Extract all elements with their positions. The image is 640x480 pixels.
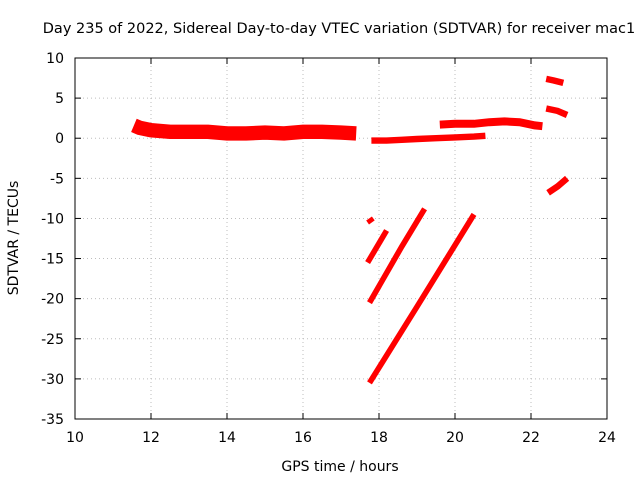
y-tick-label: -30 bbox=[41, 372, 64, 388]
x-tick-label: 14 bbox=[218, 430, 236, 446]
y-tick-label: -25 bbox=[41, 332, 64, 348]
series-segment-g bbox=[546, 175, 570, 196]
y-tick-label: -15 bbox=[41, 252, 64, 268]
series-segment-d bbox=[367, 212, 477, 385]
x-tick-label: 12 bbox=[142, 430, 160, 446]
x-axis-label: GPS time / hours bbox=[281, 459, 398, 475]
data-traces bbox=[131, 75, 570, 385]
series-segment-c bbox=[367, 207, 427, 305]
plot-frame bbox=[74, 57, 608, 420]
y-tick-label: 10 bbox=[46, 51, 64, 67]
axis-ticks: 10 12 14 16 18 20 22 24 10 5 0 -5 -10 -15 -20 -25 -30 -35 bbox=[41, 51, 616, 446]
series-segment-a bbox=[366, 216, 375, 225]
x-tick-label: 22 bbox=[522, 430, 540, 446]
y-axis-label: SDTVAR / TECUs bbox=[6, 181, 22, 296]
series-segment-b bbox=[365, 229, 390, 265]
grid-lines bbox=[75, 58, 607, 419]
series-main-trace-late bbox=[371, 132, 486, 144]
x-tick-label: 18 bbox=[370, 430, 388, 446]
x-tick-label: 10 bbox=[66, 430, 84, 446]
x-tick-label: 20 bbox=[446, 430, 464, 446]
series-main-trace-early bbox=[131, 118, 357, 141]
series-segment-f bbox=[545, 105, 569, 118]
series-segment-e bbox=[545, 75, 565, 87]
y-tick-label: 5 bbox=[55, 91, 64, 107]
x-tick-label: 16 bbox=[294, 430, 312, 446]
chart-title: Day 235 of 2022, Sidereal Day-to-day VTE… bbox=[43, 21, 635, 37]
y-tick-label: -5 bbox=[50, 171, 64, 187]
y-tick-label: 0 bbox=[55, 131, 64, 147]
y-tick-label: -20 bbox=[41, 292, 64, 308]
y-tick-label: -35 bbox=[41, 412, 64, 428]
x-tick-label: 24 bbox=[598, 430, 616, 446]
y-tick-label: -10 bbox=[41, 211, 64, 227]
series-main-trace-upper bbox=[439, 117, 543, 131]
